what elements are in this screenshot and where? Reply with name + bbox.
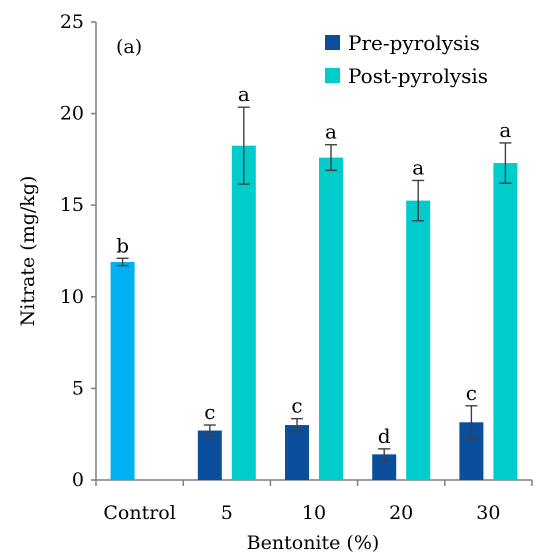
control-significance-label: b [116, 233, 129, 257]
y-tick-label: 15 [60, 194, 84, 216]
legend-swatch-post-pyrolysis [325, 68, 340, 83]
significance-labels: b c c d c a a a a [116, 82, 511, 448]
pre-pyrolysis-10-bar [285, 425, 309, 480]
error-bars [116, 106, 512, 461]
pre-pyrolysis-5-significance-label: c [204, 400, 215, 424]
tick-labels: 0 5 10 15 20 25 Control 5 10 20 30 [60, 11, 501, 524]
axes [91, 21, 533, 486]
control-bar [110, 261, 135, 480]
legend-swatch-pre-pyrolysis [325, 35, 340, 50]
x-tick-label: 5 [221, 502, 233, 524]
y-tick-label: 25 [60, 11, 84, 33]
x-tick-label: 20 [389, 502, 413, 524]
y-axis-title: Nitrate (mg/kg) [17, 176, 39, 327]
pre-pyrolysis-20-significance-label: d [378, 424, 391, 448]
post-pyrolysis-30-bar [493, 163, 518, 480]
legend-label-post-pyrolysis: Post-pyrolysis [348, 64, 488, 88]
y-tick-label: 10 [60, 286, 84, 308]
legend: Pre-pyrolysis Post-pyrolysis [325, 31, 488, 88]
post-pyrolysis-20-bar [406, 200, 431, 480]
post-pyrolysis-10-bar [319, 157, 343, 480]
legend-label-pre-pyrolysis: Pre-pyrolysis [348, 31, 480, 55]
pre-pyrolysis-10-significance-label: c [291, 394, 302, 418]
x-tick-label: Control [103, 502, 175, 524]
y-tick-label: 0 [72, 469, 84, 491]
pre-pyrolysis-5-bar [197, 430, 222, 480]
y-tick-label: 5 [72, 377, 84, 399]
panel-label: (a) [116, 36, 142, 58]
x-axis-title: Bentonite (%) [247, 532, 380, 554]
post-pyrolysis-5-bar [231, 145, 256, 480]
post-pyrolysis-10-significance-label: a [325, 120, 337, 144]
post-pyrolysis-30-significance-label: a [499, 118, 511, 142]
x-tick-label: 30 [476, 502, 500, 524]
x-tick-label: 10 [302, 502, 326, 524]
post-pyrolysis-20-significance-label: a [412, 155, 424, 179]
pre-pyrolysis-30-significance-label: c [466, 381, 477, 405]
bars [110, 145, 518, 480]
post-pyrolysis-5-significance-label: a [238, 82, 250, 106]
y-tick-label: 20 [60, 103, 84, 125]
